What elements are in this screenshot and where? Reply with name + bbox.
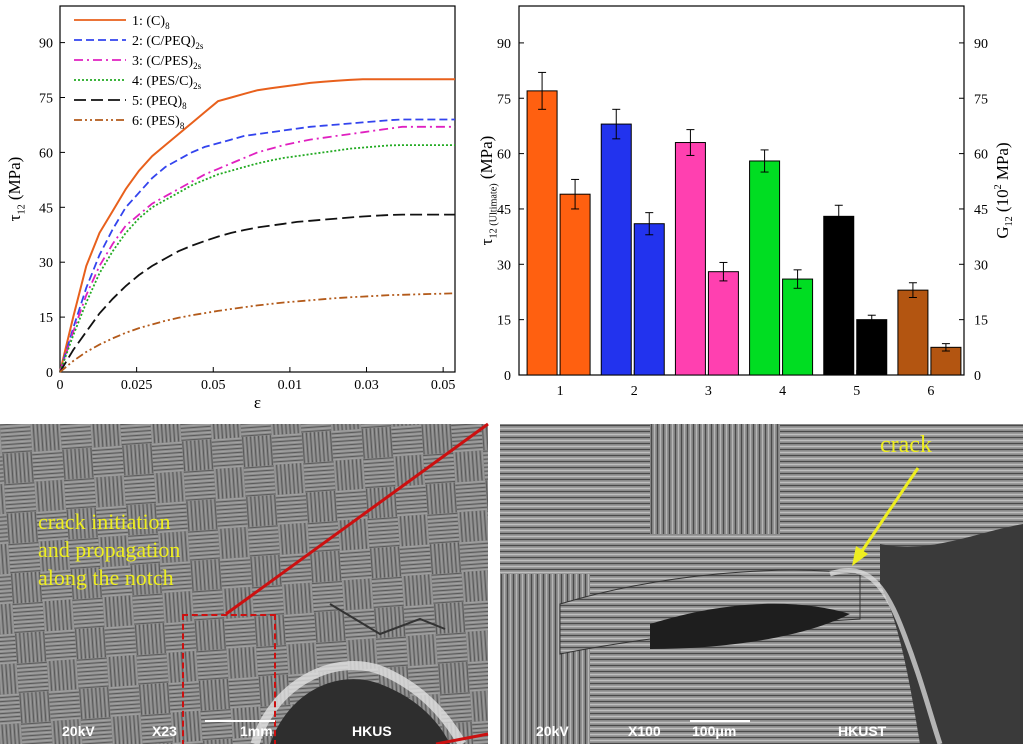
y-tick-label-left: 90: [497, 37, 511, 52]
y-tick-label: 45: [39, 201, 53, 216]
series-line-6: [59, 292, 456, 373]
y-tick-label: 60: [39, 146, 53, 161]
line-chart: 0 15 30 45 60 75 90 0 0.025 0.05 0.01 0.03 0.05 ε τ12 …: [5, 5, 456, 412]
series-line-5: [59, 213, 455, 373]
y-tick-label: 90: [39, 37, 53, 52]
y-tick-label-left: 15: [497, 314, 511, 329]
y-tick-label: 0: [46, 366, 53, 381]
x-tick-label: 3: [705, 384, 712, 399]
bar-1-2: [600, 123, 632, 376]
x-tick-label: 5: [853, 384, 860, 399]
crack-annotation-left: crack initiation and propagation along t…: [38, 509, 181, 590]
lab-label: HKUS: [352, 723, 392, 739]
x-tick-label: 6: [927, 384, 934, 399]
voltage-label: 20kV: [62, 723, 95, 739]
woven-fabric-texture: [0, 424, 488, 744]
bar-1-3: [674, 142, 706, 376]
info-bar-right: 20kV X100 100μm HKUST: [500, 720, 1023, 744]
y-tick-label-right: 60: [974, 148, 988, 163]
bar-1-6: [897, 289, 929, 376]
sem-image-left: crack initiation and propagation along t…: [0, 424, 488, 744]
y-tick-label-left: 75: [497, 92, 511, 107]
x-tick-label: 0.05: [201, 378, 226, 393]
x-tick-label: 0.025: [121, 378, 153, 393]
bar-chart-panel: 0 0 15 15 30 30 45 45 60 60 75 75 90 90 1 2 3 4 5 6 τ12 (Ult…: [470, 0, 1023, 412]
y-tick-label-right: 15: [974, 314, 988, 329]
y-tick-label-left: 0: [504, 369, 511, 384]
y-tick-label-right: 45: [974, 203, 988, 218]
fiber-texture: [500, 424, 1023, 744]
x-tick-label: 0.05: [431, 378, 456, 393]
bar-2-5: [856, 319, 888, 376]
y-tick-label-right: 75: [974, 92, 988, 107]
y-tick-label: 75: [39, 92, 53, 107]
info-bar-left: 20kV X23 1mm HKUS: [0, 720, 488, 744]
y-tick-label-left: 30: [497, 258, 511, 273]
legend-label-6: 6: (PES)8: [132, 114, 185, 131]
scale-bar: [205, 720, 275, 722]
y-tick-label: 15: [39, 311, 53, 326]
notch-hole: [270, 679, 450, 744]
series-line-1: [59, 78, 455, 373]
legend-label-2: 2: (C/PEQ)2s: [132, 34, 204, 51]
y-axis-label-right: G12 (102 MPa): [993, 142, 1015, 238]
bar-2-3: [707, 271, 739, 376]
x-tick-label: 0.03: [354, 378, 379, 393]
y-tick-label-left: 45: [497, 203, 511, 218]
x-tick-label: 1: [557, 384, 564, 399]
plot-frame: [518, 5, 965, 376]
crack-annotation-right: crack: [880, 432, 932, 458]
crack-arrow-icon: [852, 467, 920, 566]
bar-1-1: [526, 90, 558, 376]
legend-label-4: 4: (PES/C)2s: [132, 74, 202, 91]
bar-2-4: [782, 278, 814, 376]
y-tick-label-right: 30: [974, 258, 988, 273]
x-tick-label: 0: [57, 378, 64, 393]
y-tick-label-left: 60: [497, 148, 511, 163]
legend-label-3: 3: (C/PES)2s: [132, 54, 202, 71]
sem-image-right: crack 20kV X100 100μm HKUST: [500, 424, 1023, 744]
legend-label-1: 1: (C)8: [132, 14, 170, 31]
y-tick-label-right: 90: [974, 37, 988, 52]
y-tick-label: 30: [39, 256, 53, 271]
y-axis-label: τ12 (MPa): [5, 157, 27, 222]
voltage-label: 20kV: [536, 723, 569, 739]
magnification-label: X23: [152, 723, 177, 739]
scale-label: 1mm: [240, 723, 273, 739]
x-axis-label: ε: [254, 393, 261, 412]
bar-1-4: [749, 160, 781, 376]
x-tick-label: 4: [779, 384, 786, 399]
plot-frame: [59, 5, 456, 373]
x-tick-label: 0.01: [278, 378, 303, 393]
lab-label: HKUST: [838, 723, 887, 739]
zoom-box: [182, 614, 276, 744]
scale-label: 100μm: [692, 723, 737, 739]
scale-bar: [690, 720, 750, 722]
x-tick-label: 2: [631, 384, 638, 399]
y-axis-label-left: τ12 (Ultimate) (MPa): [477, 136, 499, 246]
line-chart-panel: 0 15 30 45 60 75 90 0 0.025 0.05 0.01 0.03 0.05 ε τ12 …: [0, 0, 470, 412]
legend-label-5: 5: (PEQ)8: [132, 94, 187, 111]
magnification-label: X100: [628, 723, 661, 739]
y-tick-label-right: 0: [974, 369, 981, 384]
